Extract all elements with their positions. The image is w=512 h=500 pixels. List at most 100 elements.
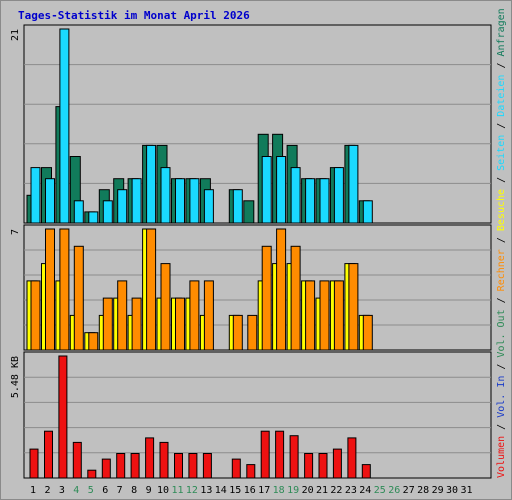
bar-dateien-day-19: [290, 167, 301, 224]
legend-separator: /: [496, 117, 507, 135]
bar-rechner-day-5: [88, 332, 99, 351]
x-tick-day-18: 18: [273, 485, 285, 496]
panel-3: 5.48 KB: [10, 351, 492, 479]
x-tick-day-20: 20: [302, 485, 314, 496]
legend-separator: /: [496, 418, 507, 436]
panel-2-ymax-label: 7: [10, 229, 21, 235]
bar-volumen-day-17: [260, 430, 270, 479]
bar-rechner-day-8: [131, 297, 142, 351]
legend-entry: Rechner: [496, 249, 507, 291]
panel-1: 21: [10, 24, 492, 224]
legend-entry: Vol. Out: [496, 309, 507, 357]
panel-plot-area: [23, 351, 492, 479]
x-tick-day-28: 28: [417, 485, 429, 496]
x-tick-day-21: 21: [316, 485, 328, 496]
bar-dateien-day-4: [73, 200, 84, 224]
panel-2: 7: [10, 224, 492, 351]
x-tick-day-22: 22: [330, 485, 342, 496]
bar-rechner-day-18: [276, 228, 287, 351]
bar-volumen-day-9: [145, 437, 155, 479]
legend-separator: /: [496, 291, 507, 309]
bar-dateien-day-9: [146, 144, 157, 224]
x-tick-day-9: 9: [146, 485, 152, 496]
bar-volumen-day-1: [29, 448, 39, 479]
panel-1-ymax-label: 21: [10, 29, 21, 41]
bar-dateien-day-8: [131, 178, 142, 224]
x-tick-day-29: 29: [432, 485, 444, 496]
x-tick-day-8: 8: [131, 485, 137, 496]
bar-volumen-day-11: [174, 453, 183, 479]
bar-dateien-day-6: [102, 200, 113, 224]
bar-rechner-day-15: [232, 314, 243, 351]
bar-rechner-day-1: [30, 280, 41, 351]
legend-separator: /: [496, 171, 507, 189]
bar-rechner-day-6: [102, 297, 113, 351]
bar-volumen-day-5: [87, 469, 97, 479]
x-tick-day-17: 17: [258, 485, 270, 496]
bar-dateien-day-20: [305, 178, 316, 224]
x-tick-day-24: 24: [359, 485, 371, 496]
bar-volumen-day-24: [361, 464, 371, 479]
x-tick-day-27: 27: [403, 485, 415, 496]
bar-dateien-day-22: [333, 167, 344, 224]
bar-volumen-day-20: [304, 453, 314, 479]
bar-rechner-day-3: [59, 228, 70, 351]
bar-volumen-day-15: [231, 458, 241, 479]
bar-dateien-day-10: [160, 167, 171, 224]
bar-rechner-day-13: [203, 280, 214, 351]
legend-entry: Seiten: [496, 135, 507, 171]
x-tick-day-3: 3: [59, 485, 65, 496]
panel-plot-area: [23, 224, 492, 351]
x-tick-day-10: 10: [157, 485, 169, 496]
x-tick-day-1: 1: [30, 485, 36, 496]
bar-rechner-day-12: [189, 280, 200, 351]
legend-separator: /: [496, 231, 507, 249]
bar-dateien-day-15: [232, 189, 243, 224]
x-tick-day-23: 23: [345, 485, 357, 496]
bar-volumen-day-10: [159, 441, 169, 479]
bar-rechner-day-10: [160, 263, 171, 351]
bar-rechner-day-11: [175, 297, 185, 351]
bar-volumen-day-12: [188, 453, 198, 479]
legend-separator: /: [496, 56, 507, 74]
bar-rechner-day-7: [117, 280, 128, 351]
x-tick-day-6: 6: [102, 485, 108, 496]
bar-rechner-day-16: [247, 314, 258, 351]
bar-dateien-day-7: [117, 189, 128, 224]
bar-rechner-day-22: [333, 280, 344, 351]
bar-volumen-day-16: [246, 464, 256, 479]
x-tick-day-16: 16: [244, 485, 256, 496]
x-tick-day-11: 11: [171, 485, 183, 496]
bar-volumen-day-8: [130, 453, 140, 479]
chart-title: Tages-Statistik im Monat April 2026: [18, 9, 250, 22]
bar-volumen-day-21: [318, 453, 328, 479]
panel-plot-area: [23, 24, 492, 224]
legend-text: Volumen / Vol. In / Vol. Out / Rechner /…: [496, 8, 507, 478]
bar-dateien-day-11: [175, 178, 185, 224]
x-axis-labels: 1 2 3 4 5 6 7 8 9 10 11 12 13 14 15 16 17 18 19 20 21 22 23 24 2…: [30, 485, 473, 496]
bar-rechner-day-21: [319, 280, 330, 351]
x-tick-day-31: 31: [460, 485, 472, 496]
legend-entry: Volumen: [496, 436, 507, 478]
bar-dateien-day-3: [59, 28, 70, 224]
bar-dateien-day-13: [203, 189, 214, 224]
x-tick-day-2: 2: [44, 485, 50, 496]
bar-volumen-day-7: [116, 453, 126, 479]
bar-rechner-day-19: [290, 245, 301, 351]
x-tick-day-19: 19: [287, 485, 299, 496]
bar-volumen-day-18: [275, 430, 285, 479]
legend-entry: Dateien: [496, 75, 507, 117]
bar-dateien-day-21: [319, 178, 330, 224]
bar-rechner-day-4: [73, 245, 84, 351]
x-tick-day-5: 5: [88, 485, 94, 496]
bar-volumen-day-3: [58, 355, 68, 479]
legend-entry: Vol. In: [496, 376, 507, 418]
bar-volumen-day-19: [289, 435, 299, 479]
bar-anfragen-day-16: [243, 200, 255, 224]
x-tick-day-12: 12: [186, 485, 198, 496]
chart-panels: 21 7 5.48 KB: [10, 24, 492, 479]
bar-rechner-day-24: [362, 314, 373, 351]
bar-volumen-day-6: [101, 458, 111, 479]
x-tick-day-4: 4: [73, 485, 79, 496]
